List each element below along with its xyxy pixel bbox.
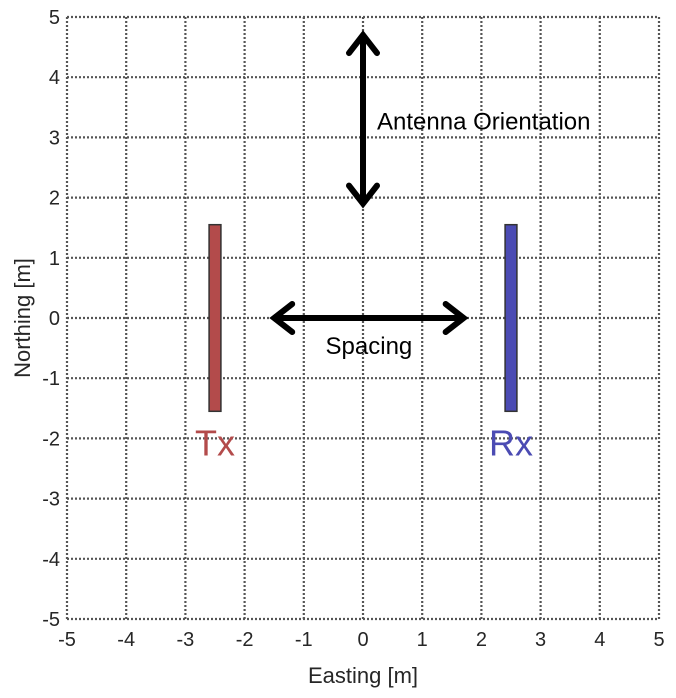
y-tick-label: -2 [42,428,60,450]
x-tick-label: 4 [594,629,605,651]
y-tick-label: 0 [49,308,60,330]
y-tick-label: 2 [49,188,60,210]
tx-antenna [208,223,222,413]
y-tick-label: 4 [49,67,60,89]
y-tick-label: -1 [42,368,60,390]
x-axis-label: Easting [m] [308,663,418,688]
x-tick-label: 1 [417,629,428,651]
x-tick-label: -4 [117,629,135,651]
x-tick-label: 2 [476,629,487,651]
spacing-arrow: Spacing [269,301,469,360]
x-tick-label: 0 [357,629,368,651]
y-axis-label: Northing [m] [10,258,35,378]
arrow-head [346,30,380,57]
y-tick-label: -4 [42,549,60,571]
x-tick-label: 5 [653,629,664,651]
arrow-label: Antenna Orientation [377,108,590,135]
diagram-marks: Tx Rx Antenna Orientation Spacing [195,30,590,463]
y-tick-label: 1 [49,248,60,270]
rx-label: Rx [489,422,533,463]
arrow-head [269,301,296,335]
tick-labels: -5 -4 -3 -2 -1 0 1 2 3 4 5 -5 -4 -3 -2 -1 0 1 2 3 4 5 [42,7,664,651]
y-tick-label: -3 [42,489,60,511]
x-tick-label: -1 [295,629,313,651]
rx-antenna [504,223,518,413]
x-tick-label: 3 [535,629,546,651]
arrow-label: Spacing [326,333,413,360]
y-tick-label: 5 [49,7,60,29]
x-tick-label: -5 [58,629,76,651]
arrow-head [442,301,469,335]
orientation-arrow: Antenna Orientation [346,30,590,209]
x-tick-label: -3 [177,629,195,651]
y-tick-label: 3 [49,127,60,149]
arrow-head [346,182,380,209]
tx-label: Tx [195,422,235,463]
x-tick-label: -2 [236,629,254,651]
y-tick-label: -5 [42,609,60,631]
